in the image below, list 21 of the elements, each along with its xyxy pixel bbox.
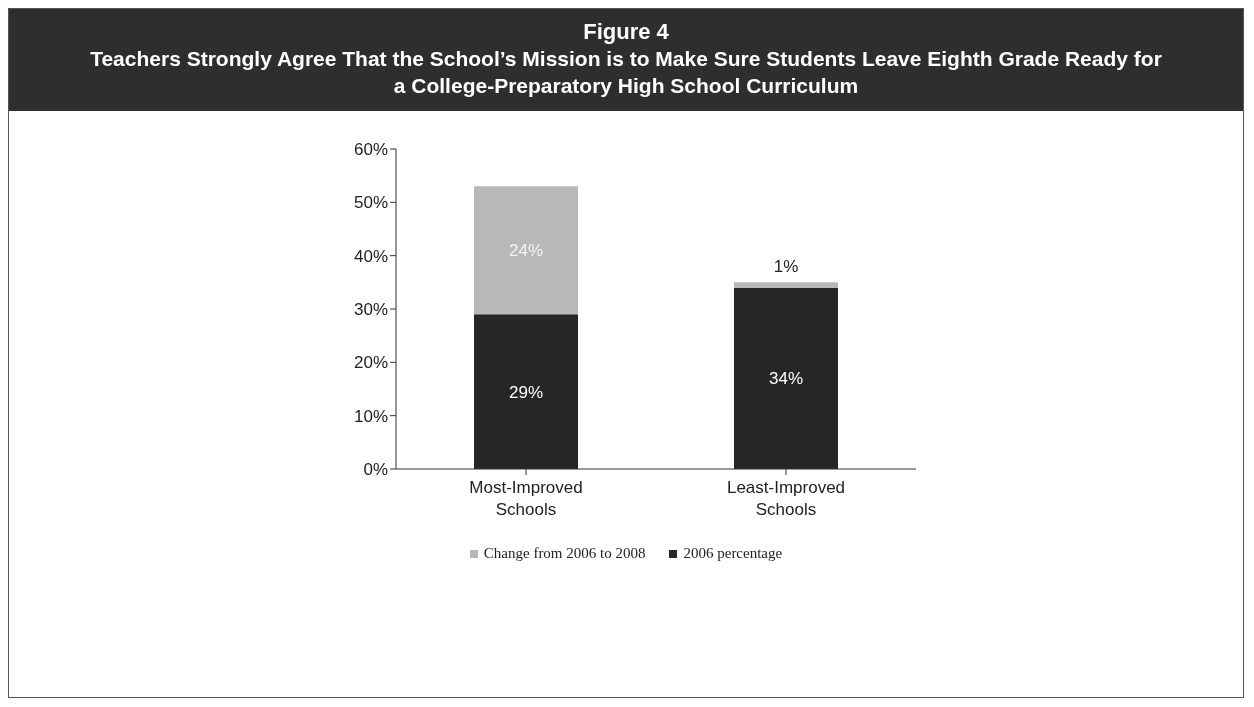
- data-label: 34%: [768, 369, 804, 389]
- y-tick-label: 50%: [353, 193, 388, 213]
- chart-title: Figure 4: [582, 19, 670, 45]
- y-tick-label: 10%: [353, 406, 388, 426]
- data-label: 24%: [508, 241, 544, 261]
- bar: [474, 186, 578, 315]
- y-tick-label: 0%: [363, 460, 388, 480]
- chart-subtitle: Teachers Strongly Agree That the School’s Mission is to Make Sure Students Leave Eighth Grade Ready for a College-Preparatory High School Curriculum: [89, 46, 1163, 99]
- legend-label: Change from 2006 to 2008: [482, 545, 646, 562]
- bar: [734, 282, 838, 288]
- y-tick-label: 60%: [353, 140, 388, 160]
- data-label: 1%: [773, 257, 799, 277]
- y-tick-label: 30%: [353, 300, 388, 320]
- x-tick-label: Least-Improved Schools: [726, 478, 846, 519]
- x-tick-label: Most-Improved Schools: [469, 478, 583, 519]
- y-tick-label: 20%: [353, 353, 388, 373]
- y-tick-label: 40%: [353, 246, 388, 266]
- bar: [474, 314, 578, 469]
- data-label: 29%: [508, 382, 544, 402]
- legend-label: 2006 percentage: [682, 545, 783, 562]
- bar: [734, 287, 838, 469]
